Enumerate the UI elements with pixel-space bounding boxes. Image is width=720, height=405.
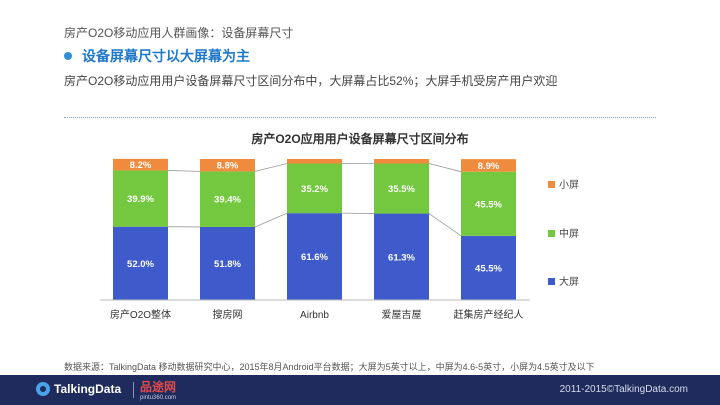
series-connector-line — [254, 163, 288, 172]
data-label: 8.8% — [217, 161, 239, 172]
subheadline: 房产O2O移动应用用户设备屏幕尺寸区间分布中，大屏幕占比52%；大屏手机受房产用… — [64, 74, 558, 88]
bar-中屏-1 — [200, 171, 255, 227]
dotted-divider — [64, 117, 656, 118]
category-label: 爱屋吉屋 — [382, 308, 422, 321]
partner-url: pintu360.com — [140, 395, 177, 401]
logo-text: TalkingData — [54, 382, 122, 396]
data-label: 8.2% — [130, 160, 152, 171]
category-label: 赶集房产经纪人 — [454, 308, 524, 321]
data-label: 51.8% — [214, 259, 241, 270]
logo-separator — [133, 382, 134, 398]
series-connector-line — [428, 213, 462, 237]
category-label: 搜房网 — [213, 308, 243, 321]
legend-swatch-小屏 — [548, 181, 555, 188]
bar-中屏-4 — [461, 171, 516, 236]
partner-name: 品途网 — [140, 380, 177, 394]
data-label: 52.0% — [127, 259, 154, 270]
headline-row: 设备屏幕尺寸以大屏幕为主 — [64, 46, 250, 66]
legend-label-小屏: 小屏 — [559, 179, 579, 191]
data-label: 35.5% — [388, 184, 415, 195]
bullet-dot-icon — [64, 52, 72, 60]
category-label: 房产O2O整体 — [110, 308, 171, 321]
bar-大屏-4 — [461, 235, 516, 300]
data-label: 39.4% — [214, 195, 241, 206]
bar-小屏-1 — [200, 159, 255, 172]
bar-小屏-3 — [374, 159, 429, 164]
bar-中屏-3 — [374, 163, 429, 214]
data-label: 8.9% — [478, 161, 500, 172]
category-label: Airbnb — [300, 310, 329, 321]
copyright: 2011-2015©TalkingData.com — [559, 384, 688, 395]
headline: 设备屏幕尺寸以大屏幕为主 — [82, 48, 250, 64]
bar-小屏-2 — [287, 159, 342, 164]
chart-area: 房产O2O应用用户设备屏幕尺寸区间分布 52.0% 39.9% 8.2% 房产O2O整… — [0, 118, 720, 328]
talkingdata-logo: TalkingData — [36, 382, 121, 396]
bar-中屏-0 — [113, 170, 168, 227]
legend-label-中屏: 中屏 — [559, 227, 579, 240]
data-label: 39.9% — [127, 194, 154, 205]
legend-label-大屏: 大屏 — [559, 275, 579, 288]
bar-中屏-2 — [287, 163, 342, 214]
legend-swatch-中屏 — [548, 230, 555, 237]
bar-小屏-0 — [113, 158, 168, 171]
talkingdata-logo-icon — [36, 382, 50, 396]
series-connector-line — [254, 212, 288, 228]
series-connector-line — [167, 170, 201, 172]
bar-小屏-4 — [461, 159, 516, 172]
data-source-note: 数据来源：TalkingData 移动数据研究中心，2015年8月Android… — [64, 362, 595, 372]
partner-logo: 品途网 pintu360.com — [140, 378, 176, 401]
data-label: 35.2% — [301, 184, 328, 195]
stacked-bar-chart: 52.0% 39.9% 8.2% 房产O2O整体 51.8% 39.4% 8.8% 搜房网 61… — [100, 158, 579, 321]
bar-大屏-3 — [374, 213, 429, 300]
data-label: 61.3% — [388, 252, 415, 263]
footer-bar: TalkingData 品途网 pintu360.com 2011-2015©T… — [0, 375, 720, 405]
data-label: 61.6% — [301, 252, 328, 263]
data-label: 45.5% — [475, 263, 502, 274]
series-connector-line — [428, 163, 462, 173]
page-title: 房产O2O移动应用人群画像：设备屏幕尺寸 — [64, 26, 294, 40]
bar-大屏-1 — [200, 226, 255, 300]
data-label: 45.5% — [475, 199, 502, 210]
legend-swatch-大屏 — [548, 278, 555, 285]
chart-title: 房产O2O应用用户设备屏幕尺寸区间分布 — [251, 132, 469, 146]
bar-大屏-2 — [287, 213, 342, 300]
bar-大屏-0 — [113, 226, 168, 300]
